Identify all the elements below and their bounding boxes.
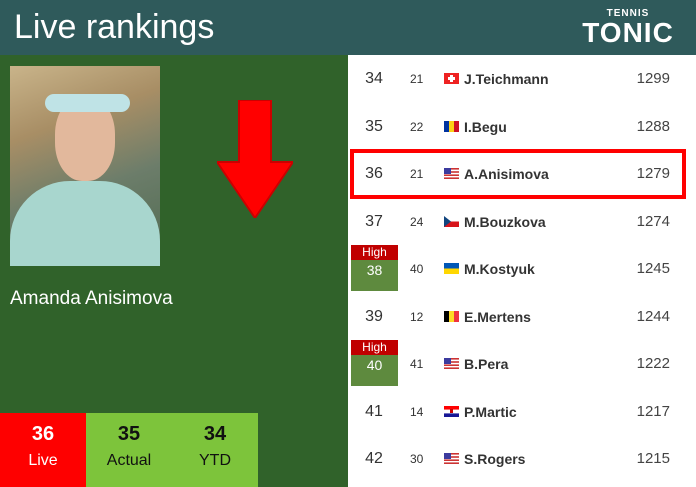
age: 30	[410, 452, 424, 466]
points: 1288	[636, 117, 670, 135]
player-photo	[10, 66, 160, 266]
rank: 37	[365, 212, 383, 230]
points: 1299	[636, 70, 670, 87]
flag-belgium-icon	[444, 310, 459, 322]
points: 1245	[636, 260, 670, 277]
table-row[interactable]: 41 14 P.Martic 1217	[348, 388, 696, 436]
table-row[interactable]: 39 12 E.Mertens 1244	[348, 293, 696, 341]
stat-ytd: 34 YTD	[172, 413, 258, 487]
table-row[interactable]: High 40 41 B.Pera 1222	[348, 340, 696, 388]
flag-usa-icon	[444, 358, 459, 369]
table-row[interactable]: High 38 40 M.Kostyuk 1245	[348, 245, 696, 293]
player-link[interactable]: M.Kostyuk	[464, 261, 535, 277]
flag-romania-icon	[444, 120, 459, 132]
flag-croatia-icon	[444, 405, 459, 417]
points: 1215	[636, 450, 670, 467]
player-link[interactable]: S.Rogers	[464, 451, 526, 467]
player-link[interactable]: M.Bouzkova	[464, 213, 546, 230]
rank: 36	[365, 165, 383, 182]
rank: 41	[365, 402, 383, 420]
flag-usa-icon	[444, 168, 459, 179]
table-row[interactable]: 36 21 A.Anisimova 1279	[348, 149, 696, 199]
points: 1217	[636, 402, 670, 420]
player-link[interactable]: J.Teichmann	[464, 71, 549, 87]
age: 21	[410, 167, 424, 181]
age: 40	[410, 262, 424, 276]
rank: 35	[365, 117, 383, 135]
rank: 39	[365, 307, 383, 325]
player-panel: Amanda Anisimova 36 Live 35 Actual 34 YTD	[0, 55, 348, 487]
age: 41	[410, 357, 424, 371]
player-link[interactable]: P.Martic	[464, 403, 517, 420]
tennistonic-logo[interactable]: TENNIS TONIC	[582, 8, 674, 48]
age: 24	[410, 214, 424, 229]
rank: 34	[365, 70, 383, 87]
rankings-list: 34 21 J.Teichmann 1299 35 22 I.Begu 1288 36 2…	[348, 55, 696, 483]
career-high-badge: High 40	[351, 340, 398, 386]
stat-live: 36 Live	[0, 413, 86, 487]
table-row[interactable]: 35 22 I.Begu 1288	[348, 103, 696, 151]
flag-ukraine-icon	[444, 263, 459, 274]
flag-switzerland-icon	[444, 73, 459, 84]
rank: 42	[365, 450, 383, 467]
stat-actual: 35 Actual	[86, 413, 172, 487]
flag-czech-icon	[444, 215, 459, 227]
flag-usa-icon	[444, 453, 459, 464]
career-high-badge: High 38	[351, 245, 398, 291]
ranking-stats: 36 Live 35 Actual 34 YTD	[0, 413, 258, 487]
points: 1279	[636, 165, 670, 182]
highlight-box	[350, 149, 686, 199]
points: 1244	[636, 307, 670, 325]
arrow-down-icon	[217, 100, 293, 218]
age: 21	[410, 72, 424, 86]
age: 14	[410, 404, 424, 419]
table-row[interactable]: 42 30 S.Rogers 1215	[348, 435, 696, 483]
player-link[interactable]: E.Mertens	[464, 308, 531, 325]
player-link[interactable]: A.Anisimova	[464, 166, 549, 182]
points: 1274	[636, 212, 670, 230]
age: 12	[410, 309, 424, 324]
player-name: Amanda Anisimova	[10, 288, 173, 309]
page-title: Live rankings	[14, 8, 215, 46]
player-link[interactable]: B.Pera	[464, 356, 509, 372]
player-link[interactable]: I.Begu	[464, 118, 507, 135]
table-row[interactable]: 34 21 J.Teichmann 1299	[348, 55, 696, 103]
age: 22	[410, 119, 424, 134]
points: 1222	[636, 355, 670, 372]
table-row[interactable]: 37 24 M.Bouzkova 1274	[348, 198, 696, 246]
header: Live rankings TENNIS TONIC	[0, 0, 696, 55]
